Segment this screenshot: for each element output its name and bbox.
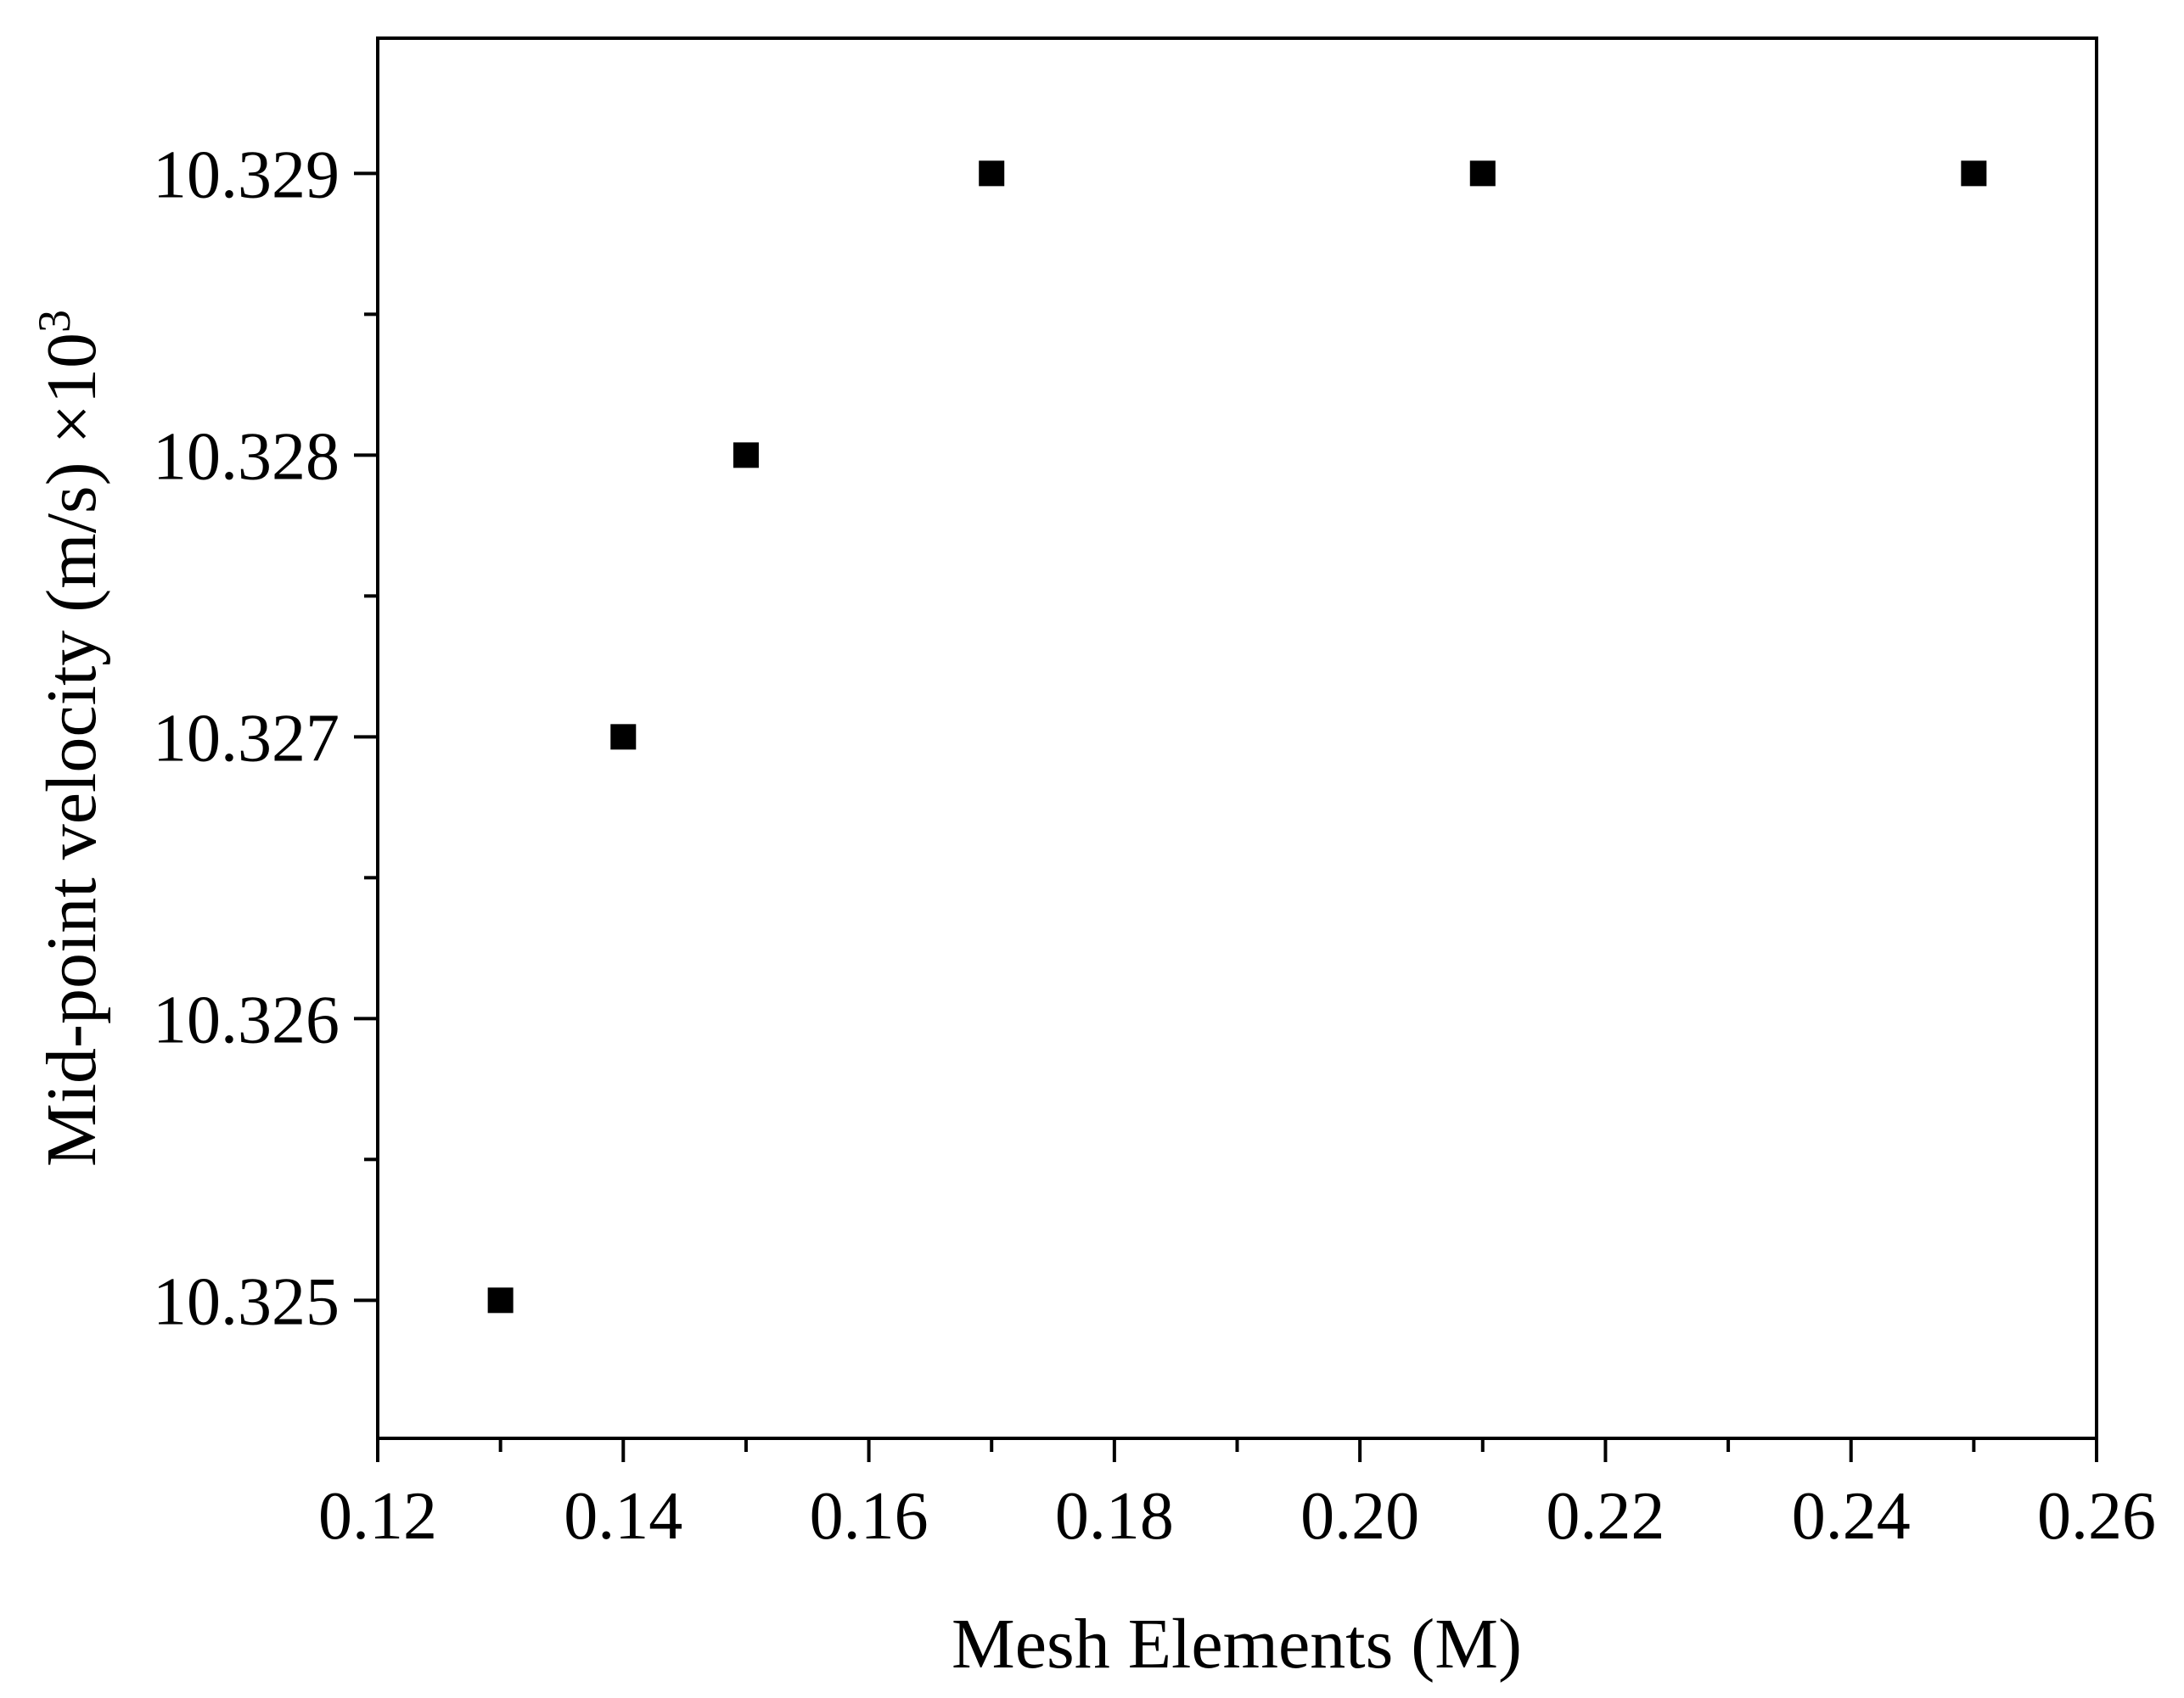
x-axis: 0.12 0.14 0.16 0.18 0.20 0.22 0.24 0.26 — [318, 1438, 2156, 1554]
y-axis-title-text: Mid-point velocity (m/s) ×10 — [32, 333, 111, 1167]
data-point — [733, 442, 759, 468]
y-tick-label: 10.328 — [153, 419, 340, 494]
data-point — [979, 160, 1005, 187]
x-tick-label: 0.24 — [1792, 1479, 1911, 1554]
data-point — [1961, 160, 1987, 187]
x-tick-label: 0.20 — [1300, 1479, 1419, 1554]
data-point — [1469, 160, 1496, 187]
y-axis-title: Mid-point velocity (m/s) ×103 — [29, 310, 111, 1167]
x-tick-label: 0.26 — [2037, 1479, 2156, 1554]
x-axis-title: Mesh Elements (M) — [952, 1605, 1522, 1684]
data-point — [610, 724, 637, 750]
x-tick-label: 0.14 — [564, 1479, 682, 1554]
x-tick-label: 0.16 — [810, 1479, 929, 1554]
x-tick-label: 0.18 — [1055, 1479, 1174, 1554]
data-points — [487, 160, 1987, 1314]
y-tick-label: 10.329 — [153, 137, 340, 212]
y-tick-label: 10.327 — [153, 701, 340, 776]
y-axis-title-superscript: 3 — [29, 310, 80, 333]
y-tick-label: 10.326 — [153, 983, 340, 1057]
x-tick-label: 0.12 — [318, 1479, 437, 1554]
data-point — [487, 1287, 514, 1314]
y-axis: 10.325 10.326 10.327 10.328 10.329 — [153, 137, 378, 1339]
x-tick-label: 0.22 — [1546, 1479, 1665, 1554]
y-tick-label: 10.325 — [153, 1264, 340, 1339]
